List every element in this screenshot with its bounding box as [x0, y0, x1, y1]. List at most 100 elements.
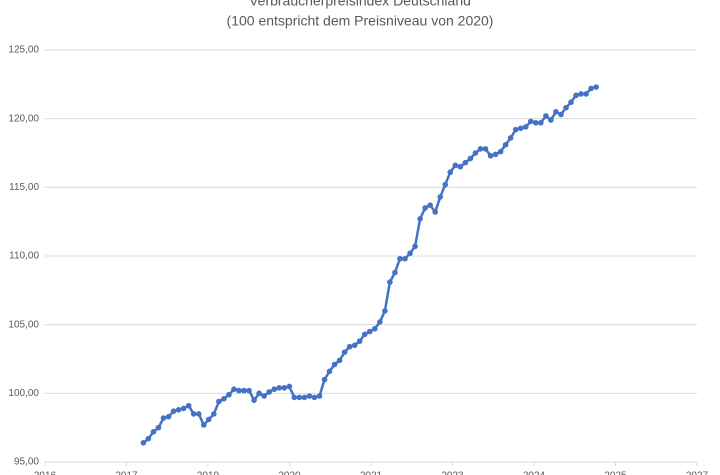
marker: [392, 269, 398, 276]
x-tick-label: 2020: [278, 471, 301, 475]
y-tick-label: 120,00: [8, 113, 39, 124]
y-tick-label: 100,00: [8, 388, 39, 399]
marker: [417, 216, 423, 222]
marker: [150, 428, 157, 435]
marker: [593, 84, 599, 90]
marker: [583, 91, 589, 97]
marker: [387, 279, 393, 285]
marker: [553, 109, 559, 115]
marker: [341, 349, 348, 355]
marker: [568, 99, 574, 105]
marker: [361, 331, 368, 338]
marker: [165, 413, 172, 420]
x-tick-label: 2016: [34, 471, 57, 475]
x-tick-label: 2027: [686, 471, 709, 475]
y-tick-label: 95,00: [14, 457, 39, 468]
marker: [216, 398, 222, 405]
marker: [301, 394, 308, 401]
marker: [407, 250, 413, 257]
marker: [261, 393, 267, 399]
marker: [522, 124, 529, 130]
marker: [422, 205, 428, 211]
marker: [336, 357, 343, 364]
marker: [472, 150, 479, 156]
marker: [437, 194, 444, 200]
marker: [462, 159, 469, 166]
marker: [507, 135, 514, 141]
marker: [231, 386, 237, 393]
marker: [467, 155, 474, 162]
marker: [563, 104, 569, 111]
marker: [412, 243, 418, 250]
marker: [221, 396, 227, 402]
marker: [195, 411, 202, 417]
marker: [477, 146, 484, 152]
x-tick-label: 2019: [197, 471, 220, 475]
marker: [200, 422, 207, 428]
marker: [311, 394, 318, 401]
marker: [331, 361, 338, 368]
y-tick-label: 105,00: [8, 319, 39, 330]
marker: [372, 325, 378, 332]
chart-subtitle: (100 entspricht dem Preisniveau von 2020…: [227, 13, 494, 29]
marker: [145, 435, 152, 442]
marker: [427, 202, 433, 208]
marker: [588, 85, 594, 92]
marker: [321, 376, 328, 383]
marker: [351, 342, 358, 349]
marker: [140, 439, 147, 446]
marker: [226, 391, 232, 398]
marker: [296, 394, 303, 401]
marker: [326, 368, 333, 375]
marker: [190, 411, 197, 417]
marker: [170, 408, 177, 414]
marker: [402, 255, 408, 262]
marker: [346, 343, 353, 350]
marker: [538, 119, 544, 126]
marker: [256, 390, 262, 397]
marker: [497, 148, 504, 155]
y-tick-label: 110,00: [9, 251, 39, 262]
marker: [558, 111, 564, 118]
marker: [291, 394, 298, 401]
marker: [246, 387, 252, 394]
marker: [205, 416, 212, 423]
marker: [528, 118, 534, 125]
marker: [175, 407, 182, 413]
marker: [185, 402, 192, 409]
marker: [356, 338, 363, 344]
marker: [281, 385, 288, 391]
marker: [266, 389, 272, 395]
marker: [316, 393, 323, 399]
marker: [573, 92, 579, 99]
marker: [457, 163, 464, 170]
marker: [512, 126, 519, 133]
marker: [533, 119, 539, 126]
marker: [271, 386, 278, 393]
marker: [236, 387, 242, 394]
marker: [286, 383, 293, 390]
marker: [276, 385, 283, 391]
marker: [306, 393, 313, 399]
marker: [502, 141, 509, 148]
marker: [487, 152, 494, 159]
marker: [180, 405, 187, 412]
marker: [251, 397, 257, 404]
marker: [397, 255, 403, 262]
marker: [241, 387, 247, 394]
marker: [442, 181, 449, 188]
marker: [432, 209, 438, 215]
line: [142, 85, 597, 444]
marker: [155, 424, 162, 431]
marker: [211, 411, 217, 417]
marker: [492, 151, 499, 158]
x-tick-label: 2024: [523, 471, 546, 475]
marker: [482, 146, 489, 152]
marker: [377, 319, 383, 325]
marker: [517, 125, 524, 132]
y-tick-label: 115,00: [9, 182, 39, 193]
marker: [366, 328, 373, 335]
x-tick-label: 2021: [360, 471, 383, 475]
marker: [382, 308, 388, 314]
